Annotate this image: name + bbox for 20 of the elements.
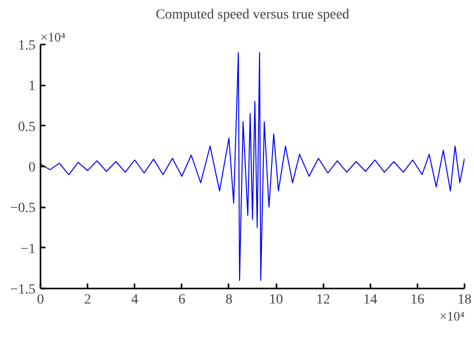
x-tick-label: 2	[84, 292, 92, 308]
y-tick-label: −0.5	[10, 201, 36, 216]
text: ×10⁴	[40, 30, 66, 44]
y-tick-label: 0	[28, 160, 36, 176]
x-tick-label: 4	[131, 292, 138, 308]
y-tick-label: −1	[20, 242, 36, 257]
x-tick-label: 10	[269, 292, 284, 308]
line-series	[40, 52, 464, 281]
x-tick-label: 16	[410, 292, 424, 308]
y-tick-label: 1.5	[18, 38, 36, 54]
x-tick-label: 14	[363, 292, 378, 308]
chart-title: Computed speed versus true speed	[156, 8, 350, 22]
text: ×10⁴	[440, 308, 465, 324]
y-tick-label: 1	[28, 79, 36, 94]
x-tick-label: 12	[316, 292, 330, 308]
x-tick-label: 8	[225, 292, 232, 308]
x-tick-label: 6	[178, 292, 186, 308]
x-tick-label: 18	[458, 292, 472, 308]
y-tick-label: −1.5	[10, 282, 36, 298]
y-tick-label: 0.5	[18, 120, 36, 135]
